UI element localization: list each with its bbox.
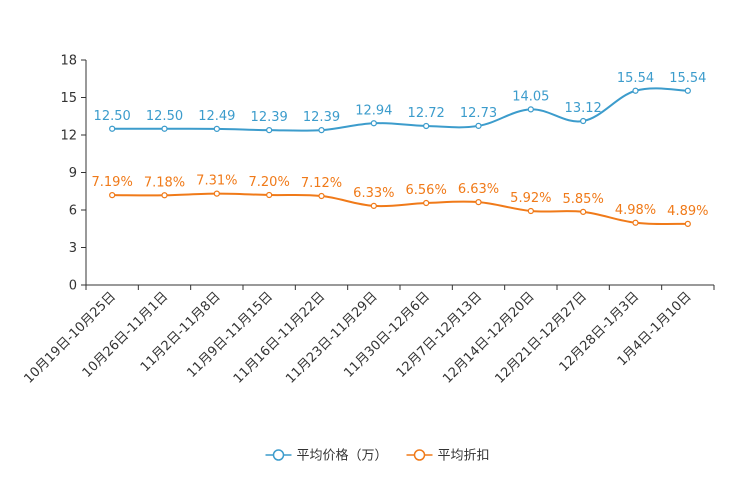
series-line-1 xyxy=(112,87,688,132)
legend-label[interactable]: 平均折扣 xyxy=(438,449,490,464)
y-tick-label: 18 xyxy=(60,54,77,69)
data-label: 12.94 xyxy=(355,103,392,118)
x-tick-label: 11月16日-11月22日 xyxy=(231,289,328,386)
data-label: 12.50 xyxy=(146,109,183,124)
data-point[interactable] xyxy=(475,122,482,129)
data-label: 7.19% xyxy=(92,175,133,190)
data-point[interactable] xyxy=(318,127,325,134)
y-tick-label: 9 xyxy=(69,166,77,181)
x-tick-label: 11月23日-11月29日 xyxy=(283,289,380,386)
data-point[interactable] xyxy=(423,199,430,207)
y-tick-label: 12 xyxy=(60,129,77,144)
data-point[interactable] xyxy=(161,192,168,199)
data-point[interactable] xyxy=(370,202,377,209)
data-label: 12.73 xyxy=(460,106,497,121)
x-tick-label: 12月21日-12月27日 xyxy=(493,289,590,386)
data-point[interactable] xyxy=(475,199,482,206)
data-label: 5.92% xyxy=(510,191,551,206)
data-label: 12.49 xyxy=(198,109,235,124)
data-label: 7.12% xyxy=(301,176,342,191)
data-point[interactable] xyxy=(109,192,116,199)
data-point[interactable] xyxy=(318,192,325,200)
data-point[interactable] xyxy=(370,120,377,127)
data-point[interactable] xyxy=(266,191,273,199)
y-tick-label: 3 xyxy=(69,241,77,256)
data-point[interactable] xyxy=(109,125,116,132)
data-label: 14.05 xyxy=(512,89,549,104)
data-label: 13.12 xyxy=(565,101,602,116)
data-point[interactable] xyxy=(423,122,430,130)
data-point[interactable] xyxy=(266,127,273,134)
y-tick-label: 15 xyxy=(60,91,77,106)
data-point[interactable] xyxy=(161,125,168,132)
data-label: 4.89% xyxy=(667,204,708,219)
series-line-2 xyxy=(112,192,688,226)
data-label: 15.54 xyxy=(669,71,706,86)
data-label: 7.31% xyxy=(196,174,237,189)
data-label: 12.72 xyxy=(408,106,445,121)
data-label: 6.56% xyxy=(406,183,447,198)
data-label: 15.54 xyxy=(617,71,654,86)
data-point[interactable] xyxy=(632,219,639,226)
data-point[interactable] xyxy=(527,106,534,113)
data-point[interactable] xyxy=(580,117,587,125)
data-label: 12.50 xyxy=(94,109,131,124)
x-tick-label: 12月14日-12月20日 xyxy=(440,289,537,386)
data-point[interactable] xyxy=(213,190,220,197)
data-point[interactable] xyxy=(632,87,639,94)
data-label: 7.20% xyxy=(249,175,290,190)
data-label: 5.85% xyxy=(563,192,604,207)
data-label: 12.39 xyxy=(251,110,288,125)
y-tick-label: 6 xyxy=(69,204,77,219)
data-point[interactable] xyxy=(527,207,534,215)
legend-marker-icon[interactable] xyxy=(272,449,285,461)
data-label: 7.18% xyxy=(144,175,185,190)
legend-label[interactable]: 平均价格（万） xyxy=(297,448,388,464)
data-label: 6.33% xyxy=(353,186,394,201)
x-tick-label: 10月19日-10月25日 xyxy=(22,289,119,386)
data-point[interactable] xyxy=(213,125,220,132)
y-tick-label: 0 xyxy=(69,279,77,294)
data-point[interactable] xyxy=(580,208,587,215)
legend-marker-icon[interactable] xyxy=(413,449,426,461)
data-label: 4.98% xyxy=(615,203,656,218)
data-point[interactable] xyxy=(684,220,691,227)
data-point[interactable] xyxy=(684,87,691,94)
data-label: 6.63% xyxy=(458,182,499,197)
data-label: 12.39 xyxy=(303,110,340,125)
